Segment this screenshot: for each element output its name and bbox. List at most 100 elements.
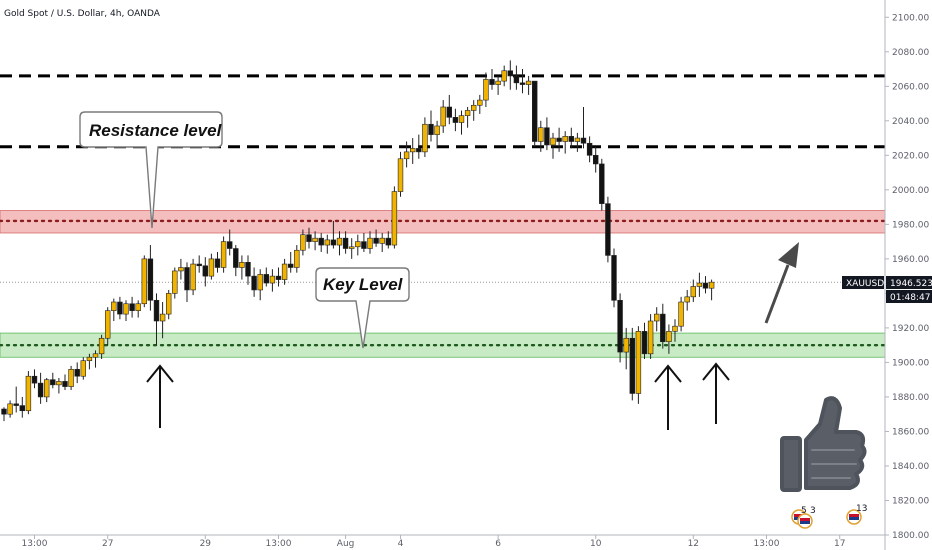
candle-body [342,237,349,249]
candle [281,258,288,285]
candle [56,377,62,394]
candle [580,107,587,149]
candle [74,362,80,384]
candle-body [111,301,117,311]
candle [306,227,312,249]
candle-body [379,237,385,244]
candle [495,75,501,95]
candle-body [62,381,68,387]
y-tick-label: 1840.00 [892,462,929,472]
candle [68,365,74,391]
candle-body [611,255,617,301]
candle-body [7,403,13,415]
event-badge-us-2[interactable]: 3 [797,506,816,529]
candle [342,231,349,254]
candle [233,245,239,277]
candle [80,357,87,380]
candle [391,186,398,249]
candle [666,324,672,354]
resistance-callout[interactable]: Resistance level [79,111,223,229]
candle-body [166,293,172,315]
candle-body [306,234,312,242]
candle-body [367,237,373,249]
candle-body [239,262,245,268]
x-tick-label: 12 [688,539,699,549]
candle [605,196,611,263]
candle-body [92,353,99,358]
candle [702,276,709,294]
candle-body [568,136,575,142]
price-axis[interactable] [885,0,932,535]
candle [294,245,300,273]
candle [617,293,623,363]
event-badge-us-3[interactable]: 13 [846,504,867,525]
candle-body [269,275,276,284]
candle [105,307,111,346]
candle [416,134,422,159]
candle-body [678,301,684,327]
candle-body [227,241,233,249]
candle-body [397,158,404,192]
candle-body [647,320,654,355]
candle [123,300,129,321]
candle-body [513,75,520,84]
x-tick-label: Aug [337,539,355,549]
candle [159,302,166,339]
candle [257,269,263,301]
candle-body [233,248,239,268]
candle-body [147,258,154,301]
candle-body [361,241,367,249]
candle-body [391,191,398,246]
candle-body [403,151,410,160]
candle-body [507,70,513,77]
candle [98,334,105,359]
candle [513,65,520,90]
candle [62,374,68,391]
candle [202,257,208,287]
key-level-callout[interactable]: Key Level [315,267,410,349]
candle [678,296,684,332]
candle [245,255,251,285]
candle-body [129,303,135,311]
candle [403,141,410,168]
thumbs-up-icon [780,396,867,492]
candle [135,300,141,318]
x-tick-label: 4 [398,539,404,549]
candle [379,232,385,252]
candle [507,60,513,90]
candle-body [263,274,269,284]
candle [336,231,343,256]
candle-body [105,310,111,339]
candle [623,327,629,370]
y-tick-label: 2020.00 [892,151,929,161]
candle-body [196,263,202,267]
candle [446,94,452,125]
candle [525,75,532,95]
candle [440,100,446,133]
candle [409,138,416,164]
candle [483,72,489,107]
candle-body [220,241,227,268]
candle [92,350,99,368]
candle-body [666,331,672,343]
up-arrow-1 [146,364,174,428]
x-tick-label: 17 [834,539,845,549]
candle-body [702,282,709,289]
candle-body [287,263,294,268]
candle-body [336,237,343,246]
candle [227,229,233,256]
candle [647,314,654,359]
candle-body [86,356,93,361]
candle [660,303,666,349]
candle-body [348,246,355,249]
candle-body [208,258,215,277]
candle-body [696,282,703,287]
candle [562,131,568,154]
candle-body [574,137,581,142]
candle [629,327,636,401]
key-level-callout-shape [315,267,410,349]
y-tick-label: 2080.00 [892,48,929,58]
candle-body [550,137,556,146]
candle-body [660,313,666,343]
